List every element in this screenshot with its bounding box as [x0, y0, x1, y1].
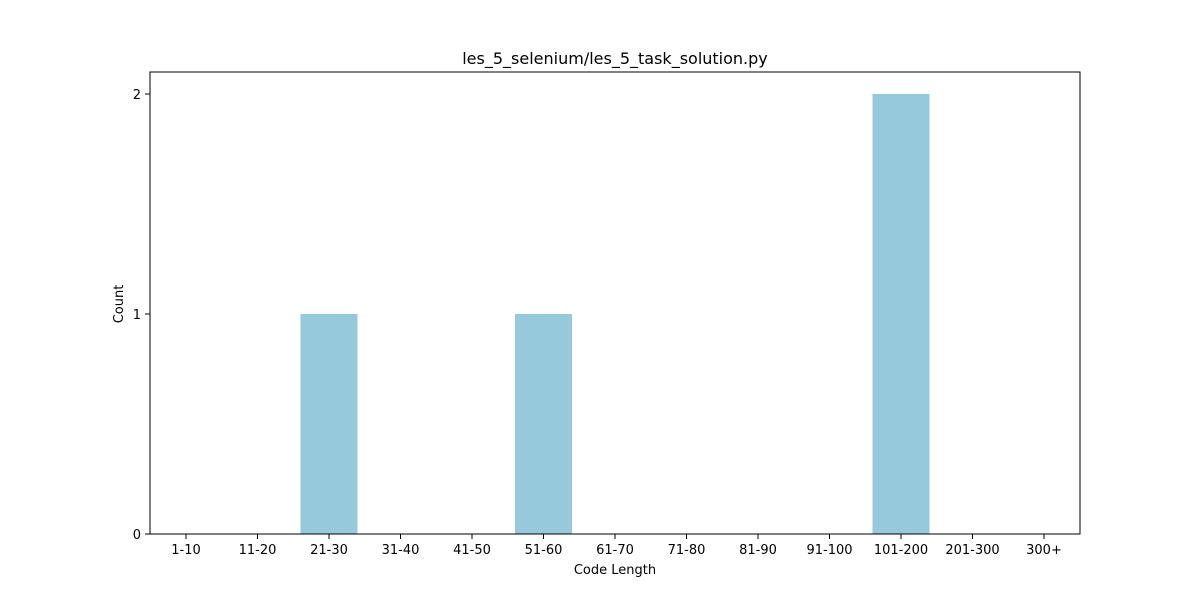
y-axis-label: Count: [112, 285, 127, 324]
x-tick-label: 21-30: [310, 543, 348, 558]
chart-title: les_5_selenium/les_5_task_solution.py: [462, 49, 768, 69]
x-tick-label: 201-300: [945, 543, 999, 558]
x-tick-label: 1-10: [171, 543, 201, 558]
bar-51-60: [515, 314, 572, 534]
y-tick-label: 2: [133, 88, 141, 103]
x-tick-label: 101-200: [874, 543, 928, 558]
x-tick-label: 41-50: [453, 543, 491, 558]
y-axis: 0 1 2: [133, 88, 150, 543]
plot-frame: [149, 71, 1081, 535]
x-axis: 1-10 11-20 21-30 31-40 41-50 51-60 61-70 71-80 8…: [171, 534, 1062, 558]
x-tick-label: 91-100: [806, 543, 852, 558]
bar-21-30: [300, 314, 358, 534]
x-tick-label: 71-80: [668, 543, 706, 558]
x-tick-label: 81-90: [739, 543, 777, 558]
bars-layer: [300, 94, 930, 534]
x-axis-label: Code Length: [574, 563, 656, 578]
y-tick-label: 1: [133, 308, 141, 323]
bar-101-200: [872, 94, 930, 534]
x-tick-label: 31-40: [382, 543, 420, 558]
x-tick-label: 11-20: [239, 543, 277, 558]
x-tick-label: 300+: [1026, 543, 1062, 558]
x-tick-label: 51-60: [525, 543, 563, 558]
x-tick-label: 61-70: [596, 543, 634, 558]
y-tick-label: 0: [133, 528, 141, 543]
